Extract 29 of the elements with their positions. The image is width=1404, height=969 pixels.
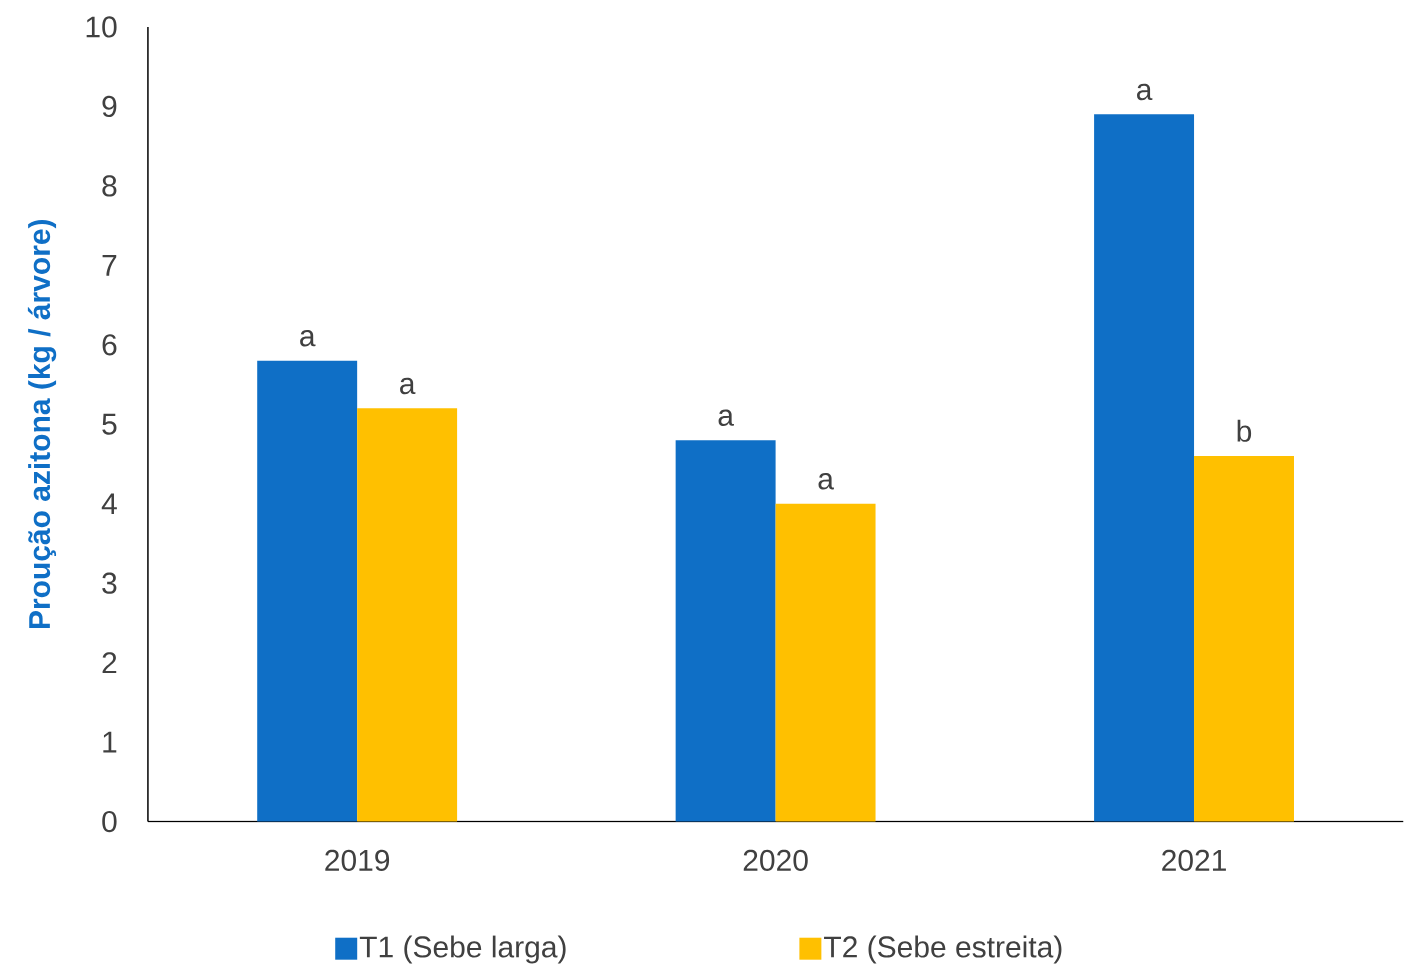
y-tick-label: 8 xyxy=(102,175,117,197)
bar xyxy=(1094,114,1195,822)
y-tick-label: 3 xyxy=(102,572,117,594)
y-tick-label: 1 xyxy=(103,731,117,753)
y-tick-label: 2 xyxy=(102,651,117,673)
bar xyxy=(775,503,876,822)
y-tick-label: 7 xyxy=(102,254,117,276)
annotation: a xyxy=(1137,83,1153,100)
annotation: b xyxy=(1237,419,1252,442)
y-tick-label: 9 xyxy=(102,95,117,117)
y-axis-title: Proução azitona (kg / árvore) xyxy=(27,219,57,628)
y-tick-label: 10 xyxy=(86,16,117,38)
legend-label: T1 (Sebe larga) xyxy=(359,935,566,964)
x-tick-label: 2020 xyxy=(743,849,808,871)
y-tick-label: 5 xyxy=(102,413,117,435)
annotation: a xyxy=(718,409,734,426)
y-tick-label: 4 xyxy=(101,493,117,514)
legend-label: T2 (Sebe estreita) xyxy=(824,935,1062,964)
annotation: a xyxy=(300,329,316,347)
bar xyxy=(675,439,776,822)
annotation: a xyxy=(400,377,416,394)
annotation: a xyxy=(818,472,834,490)
x-tick-label: 2019 xyxy=(325,849,390,871)
x-tick-label: 2021 xyxy=(1162,849,1226,871)
y-tick-label: 6 xyxy=(102,333,117,356)
bar xyxy=(357,408,458,822)
y-tick-label: 0 xyxy=(102,810,117,832)
bar xyxy=(1194,455,1294,822)
bar xyxy=(257,360,358,822)
